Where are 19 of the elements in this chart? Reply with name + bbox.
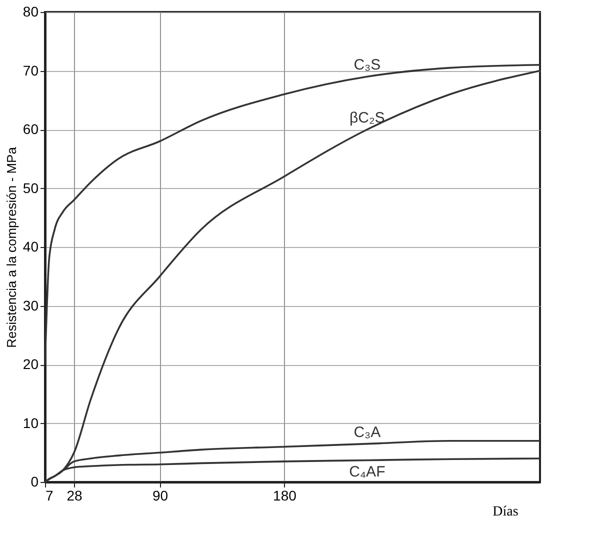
series-label: βC₂S [350, 110, 385, 126]
x-tick-label: 90 [152, 488, 168, 504]
series-label: C₃A [354, 424, 381, 441]
y-tick-label: 10 [22, 414, 39, 431]
y-tick-label: 60 [22, 121, 39, 137]
y-tick-label: 20 [22, 356, 39, 372]
y-tick-label: 0 [30, 474, 39, 490]
y-tick-label: 80 [22, 4, 39, 20]
x-tick-label: 180 [273, 488, 297, 504]
y-axis-title: Resistencia a la compresión - MPa [4, 146, 19, 348]
series-label: C₃S [354, 56, 381, 74]
series-label: C₄AF [349, 463, 386, 480]
y-tick-label: 30 [22, 297, 39, 314]
x-tick-label: 28 [66, 488, 83, 504]
x-axis-title: Días [492, 504, 518, 520]
y-tick-label: 50 [22, 180, 39, 196]
x-tick-label: 7 [46, 488, 54, 504]
y-tick-label: 70 [22, 62, 39, 78]
y-tick-label: 40 [22, 238, 39, 254]
